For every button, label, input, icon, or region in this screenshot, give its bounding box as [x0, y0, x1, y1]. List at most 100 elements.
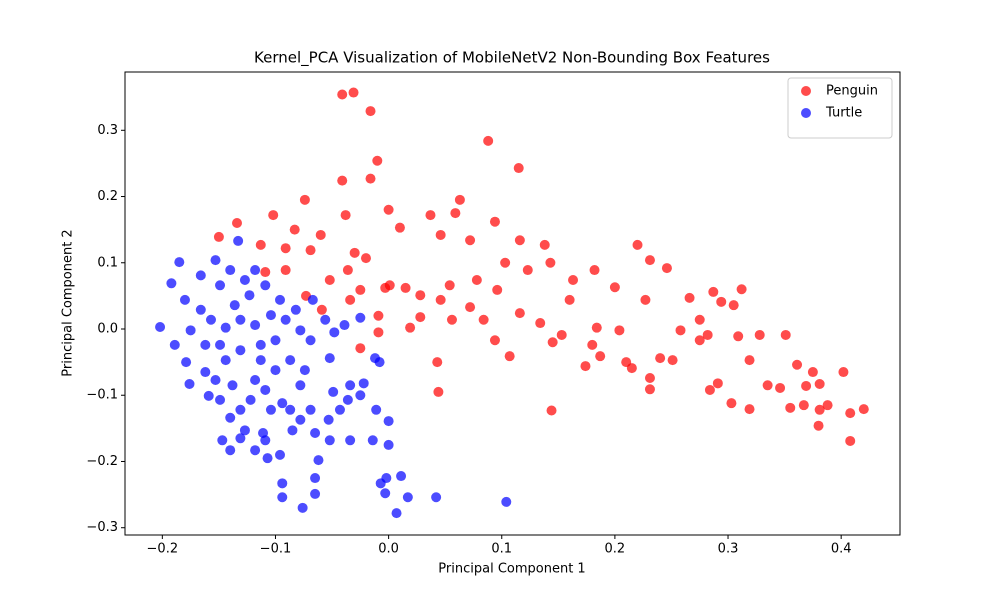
point: [545, 257, 556, 268]
point: [667, 355, 678, 366]
y-tick-label: −0.3: [86, 520, 118, 535]
point: [483, 135, 494, 146]
point: [373, 327, 384, 338]
point: [295, 380, 306, 391]
point: [299, 365, 310, 376]
point: [514, 235, 525, 246]
point: [383, 439, 394, 450]
legend: Penguin Turtle: [787, 77, 893, 139]
point: [644, 255, 655, 266]
point: [323, 414, 334, 425]
point: [195, 270, 206, 281]
point: [736, 284, 747, 295]
point: [307, 294, 318, 305]
point: [391, 508, 402, 519]
point: [277, 492, 288, 503]
point: [305, 245, 316, 256]
point: [210, 375, 221, 386]
point: [471, 274, 482, 285]
point: [334, 404, 345, 415]
point: [215, 394, 226, 405]
point: [324, 435, 335, 446]
point: [568, 274, 579, 285]
point: [780, 329, 791, 340]
point: [316, 304, 327, 315]
point: [280, 243, 291, 254]
point: [285, 404, 296, 415]
point: [355, 390, 366, 401]
point: [396, 471, 407, 482]
point: [262, 453, 273, 464]
point: [454, 194, 465, 205]
point: [372, 155, 383, 166]
x-tick-label: −0.2: [147, 542, 179, 557]
point: [661, 263, 672, 274]
point: [337, 175, 348, 186]
point: [785, 402, 796, 413]
point: [345, 294, 356, 305]
point: [845, 408, 856, 419]
point: [260, 384, 271, 395]
point: [478, 314, 489, 325]
point: [425, 210, 436, 221]
legend-label: Turtle: [825, 106, 862, 121]
point: [807, 367, 818, 378]
point: [213, 231, 224, 242]
x-tick-label: 0.0: [378, 542, 399, 557]
point: [394, 222, 405, 233]
point: [185, 325, 196, 336]
point: [609, 282, 620, 293]
point: [744, 404, 755, 415]
point: [814, 404, 825, 415]
point: [255, 239, 266, 250]
point: [169, 339, 180, 350]
point: [501, 496, 512, 507]
point: [595, 351, 606, 362]
point: [179, 294, 190, 305]
point: [225, 445, 236, 456]
point: [355, 284, 366, 295]
point: [203, 390, 214, 401]
point: [285, 355, 296, 366]
point: [295, 414, 306, 425]
point: [260, 435, 271, 446]
point: [235, 404, 246, 415]
point: [744, 355, 755, 366]
point: [355, 312, 366, 323]
point: [504, 351, 515, 362]
point: [591, 322, 602, 333]
x-axis-label: Principal Component 1: [438, 562, 585, 577]
point: [728, 300, 739, 311]
point: [174, 257, 185, 268]
point: [365, 173, 376, 184]
x-tick-label: 0.4: [831, 542, 852, 557]
point: [754, 329, 765, 340]
point: [245, 394, 256, 405]
point: [229, 300, 240, 311]
point: [233, 235, 244, 246]
point: [220, 322, 231, 333]
point: [838, 367, 849, 378]
point: [280, 265, 291, 276]
point: [275, 449, 285, 460]
point: [375, 478, 386, 489]
point: [814, 378, 825, 389]
point: [684, 292, 695, 303]
point: [367, 435, 378, 446]
plot-frame: [124, 71, 901, 536]
point: [708, 286, 719, 297]
point: [349, 247, 360, 258]
y-tick-label: −0.1: [86, 388, 118, 403]
point: [184, 378, 195, 389]
chart-title: Kernel_PCA Visualization of MobileNetV2 …: [254, 49, 770, 68]
point: [400, 282, 411, 293]
point: [305, 335, 316, 346]
point: [320, 314, 331, 325]
point: [522, 265, 533, 276]
point: [239, 425, 250, 436]
point: [275, 294, 285, 305]
point: [813, 420, 824, 431]
point: [155, 322, 166, 333]
point: [280, 314, 291, 325]
point: [798, 400, 809, 411]
